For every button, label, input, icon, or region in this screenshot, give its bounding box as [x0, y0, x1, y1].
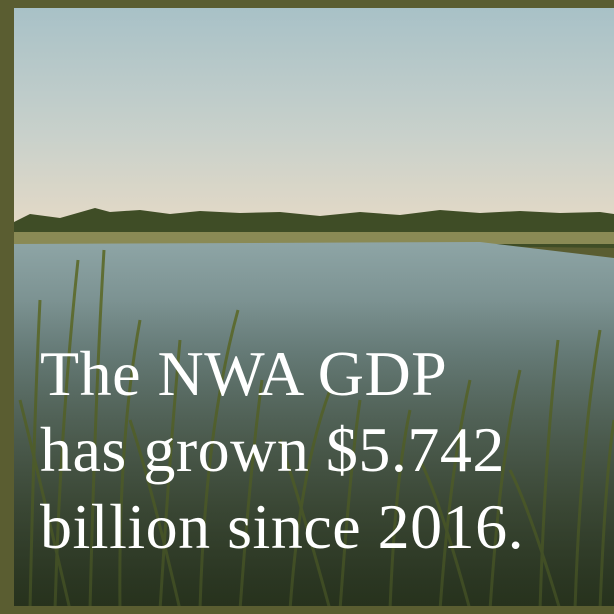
- headline-line: billion since 2016.: [40, 491, 524, 562]
- shade: [14, 300, 614, 606]
- headline-line: The NWA GDP: [40, 338, 447, 409]
- sky: [14, 8, 614, 223]
- photo: [14, 8, 614, 606]
- headline-line: has grown $5.742: [40, 414, 505, 485]
- shore: [14, 232, 614, 244]
